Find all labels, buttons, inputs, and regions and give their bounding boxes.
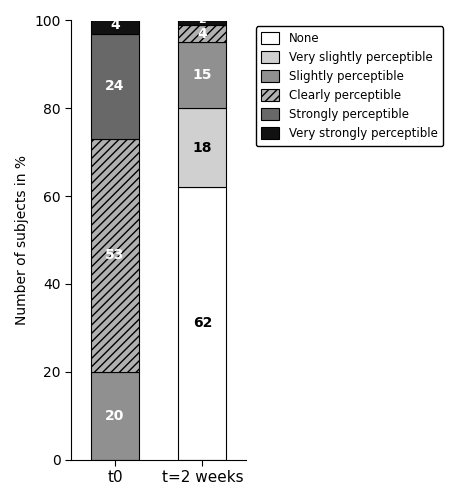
Bar [178, 25, 226, 42]
Text: 20: 20 [105, 408, 125, 422]
Bar [91, 34, 139, 139]
Bar [178, 108, 226, 188]
Text: 4: 4 [110, 18, 120, 32]
Text: 62: 62 [193, 316, 212, 330]
Bar [178, 42, 226, 108]
Bar [178, 16, 226, 25]
Text: 24: 24 [105, 80, 125, 94]
Text: 4: 4 [198, 26, 207, 40]
Text: 18: 18 [193, 141, 212, 155]
Bar [91, 16, 139, 34]
Text: 15: 15 [193, 68, 212, 82]
Bar [178, 188, 226, 460]
Y-axis label: Number of subjects in %: Number of subjects in % [15, 155, 29, 325]
Text: 53: 53 [105, 248, 125, 262]
Text: 2: 2 [199, 16, 207, 26]
Bar [91, 139, 139, 372]
Legend: None, Very slightly perceptible, Slightly perceptible, Clearly perceptible, Stro: None, Very slightly perceptible, Slightl… [255, 26, 444, 146]
Bar [91, 372, 139, 460]
